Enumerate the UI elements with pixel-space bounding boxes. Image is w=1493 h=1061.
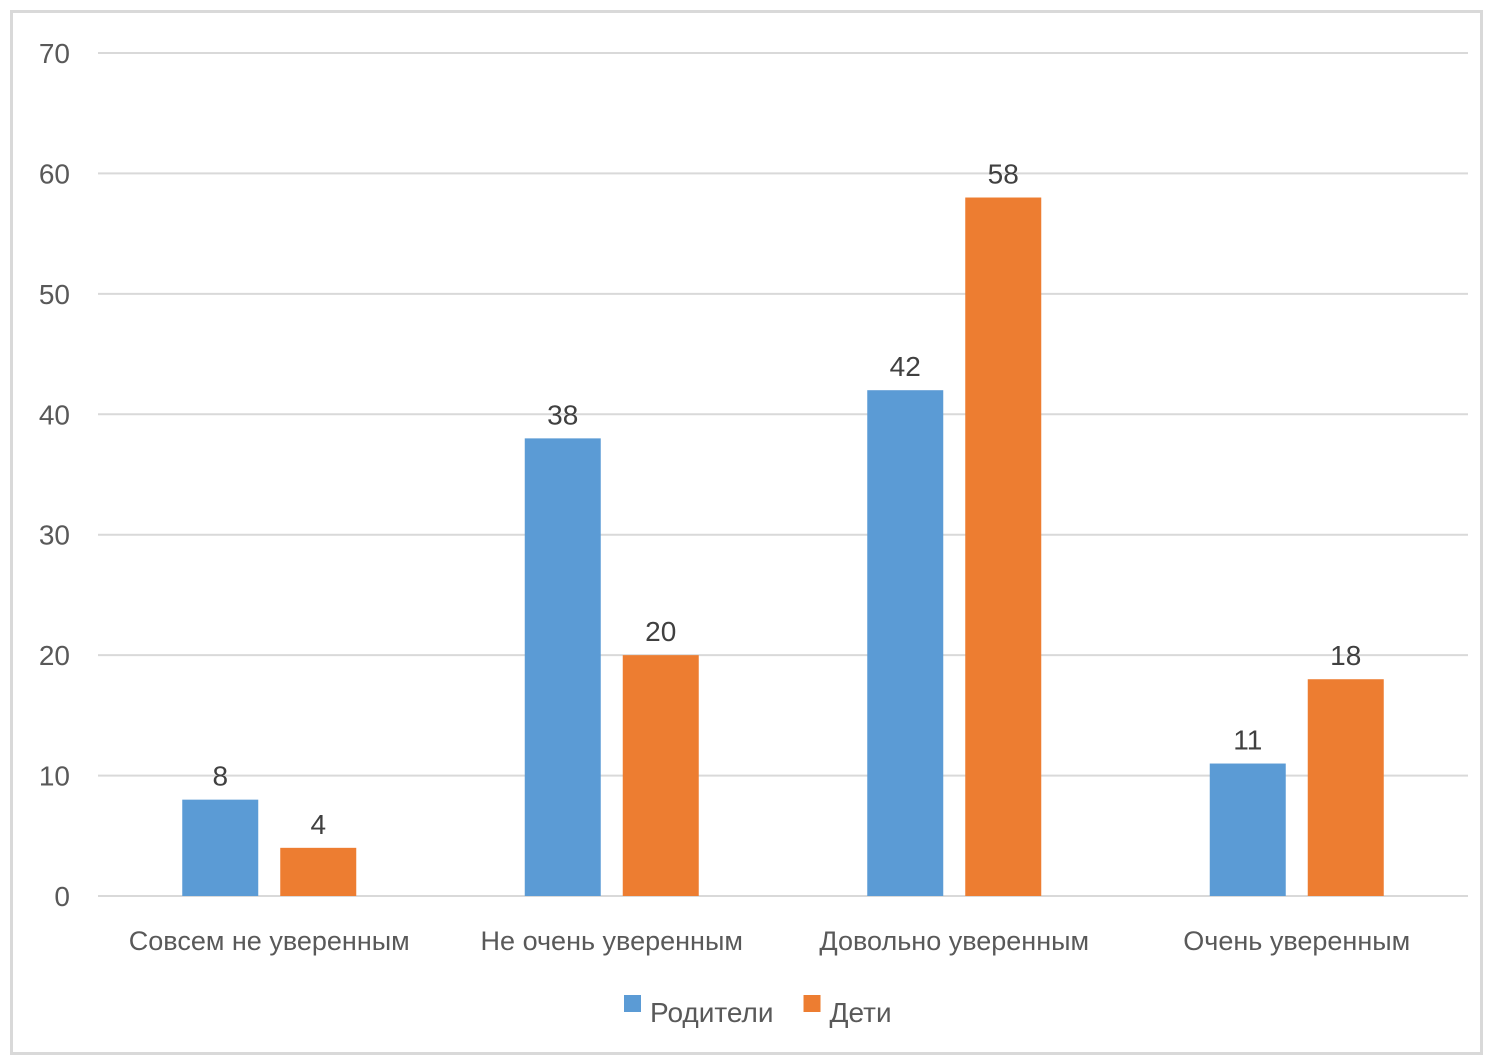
legend-swatch-children xyxy=(803,995,821,1012)
y-tick-label: 0 xyxy=(54,881,70,912)
category-label: Довольно уверенным xyxy=(819,926,1089,956)
category-label: Очень уверенным xyxy=(1183,926,1410,956)
data-label: 4 xyxy=(310,809,326,840)
bar-children-1 xyxy=(622,655,699,896)
category-labels: Совсем не уверенным Не очень уверенным Дов… xyxy=(129,926,1410,956)
bar-children-0 xyxy=(280,847,357,896)
data-label: 8 xyxy=(212,761,228,792)
y-tick-label: 60 xyxy=(39,158,70,189)
y-tick-label: 50 xyxy=(39,279,70,310)
data-label: 42 xyxy=(890,351,921,382)
y-axis-ticks: 0 10 20 30 40 50 60 70 xyxy=(39,38,70,912)
y-tick-label: 20 xyxy=(39,640,70,671)
y-tick-label: 30 xyxy=(39,520,70,551)
y-tick-label: 70 xyxy=(39,38,70,69)
legend-label: Родители xyxy=(650,997,774,1028)
legend: Родители Дети xyxy=(624,995,892,1028)
data-label: 18 xyxy=(1330,640,1361,671)
bar-parents-0 xyxy=(182,799,259,896)
legend-swatch-parents xyxy=(624,995,641,1012)
bar-parents-3 xyxy=(1209,763,1286,896)
bar-parents-1 xyxy=(524,438,601,896)
data-label: 11 xyxy=(1233,725,1262,756)
bar-children-3 xyxy=(1307,679,1384,896)
data-labels: 8 4 38 20 42 58 11 18 xyxy=(212,159,1361,840)
data-label: 38 xyxy=(547,399,578,430)
y-tick-label: 10 xyxy=(39,761,70,792)
data-label: 20 xyxy=(645,616,676,647)
legend-label: Дети xyxy=(830,997,892,1028)
bars xyxy=(182,197,1384,896)
data-label: 58 xyxy=(988,159,1019,190)
bar-children-2 xyxy=(965,197,1042,896)
category-label: Не очень уверенным xyxy=(481,926,743,956)
bar-parents-2 xyxy=(867,390,944,896)
y-tick-label: 40 xyxy=(39,399,70,430)
category-label: Совсем не уверенным xyxy=(129,926,410,956)
